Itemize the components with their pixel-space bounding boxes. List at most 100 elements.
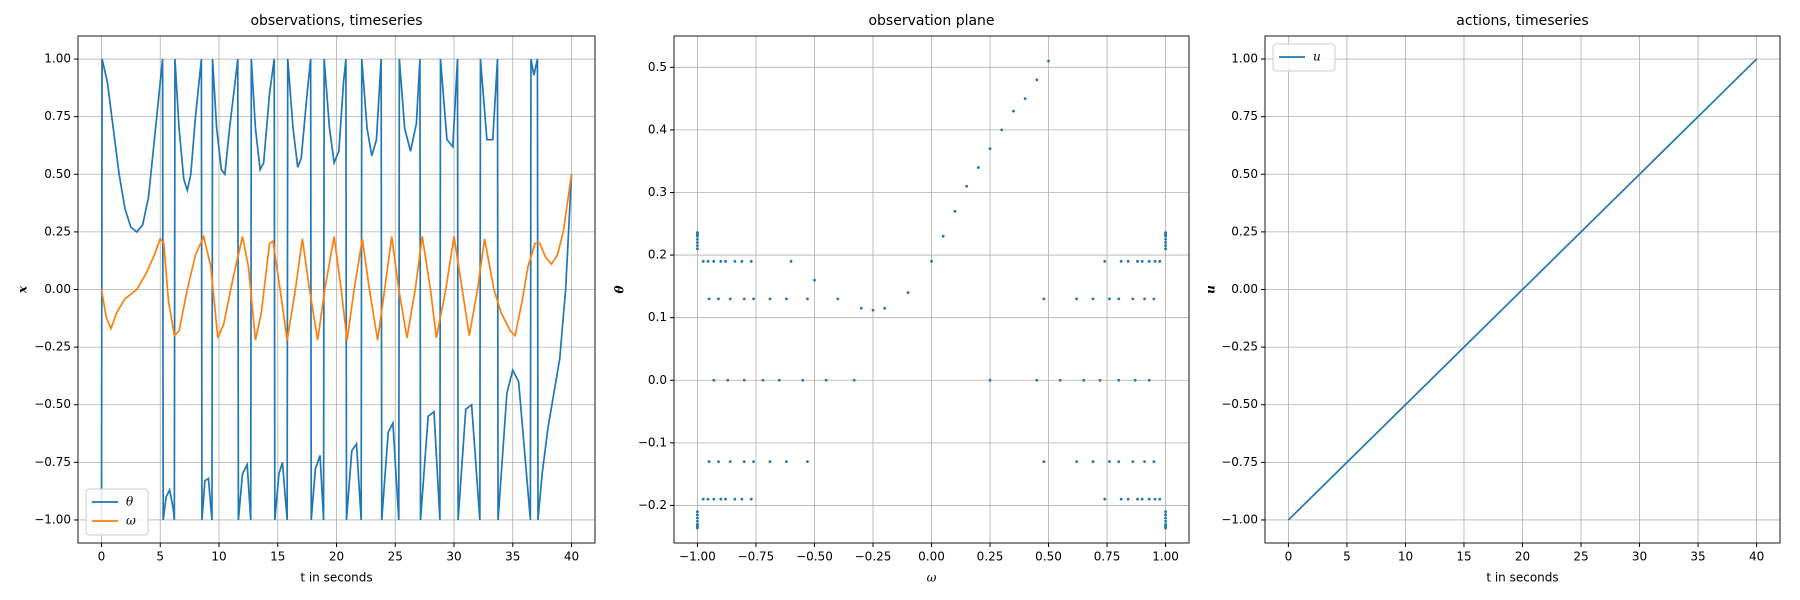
point	[1119, 259, 1123, 263]
point	[801, 378, 805, 382]
y-tick-label: 0.75	[44, 109, 71, 123]
point	[1136, 497, 1139, 501]
panel: actions, timeseries 0 5 10 15 20 25 30 35 40 −1.00…	[1204, 13, 1781, 585]
point	[728, 297, 732, 301]
x-tick-label: −0.25	[855, 550, 892, 564]
point	[1131, 460, 1135, 464]
point	[953, 209, 957, 213]
point	[1075, 297, 1079, 301]
point	[1164, 238, 1167, 241]
y-tick-label: 0.50	[44, 167, 71, 181]
point	[768, 297, 772, 301]
point	[784, 460, 788, 464]
y-tick-label: −0.50	[1221, 397, 1258, 411]
axes-frame	[77, 35, 596, 544]
y-tick-label: 0.25	[44, 224, 71, 238]
point	[1152, 297, 1156, 301]
x-tick-label: 0	[1285, 550, 1293, 564]
x-tick-label: 15	[1456, 550, 1471, 564]
point	[777, 378, 781, 382]
legend-label: ω	[126, 514, 136, 528]
point	[813, 278, 816, 282]
point	[728, 460, 732, 464]
y-axis-label: x	[16, 285, 30, 294]
point	[707, 297, 711, 301]
y-tick-label: 1.00	[44, 52, 71, 66]
point	[1119, 497, 1123, 501]
point	[1117, 378, 1121, 382]
point	[696, 510, 699, 514]
point	[852, 378, 856, 382]
legend-box	[85, 488, 149, 536]
x-tick-label: 10	[1398, 550, 1413, 564]
y-axis-label: u	[1204, 285, 1218, 294]
point	[742, 460, 746, 464]
plot-area	[1287, 58, 1758, 521]
x-tick-label: −1.00	[679, 550, 716, 564]
x-tick-label: 40	[1749, 550, 1764, 564]
point	[761, 378, 765, 382]
point	[1042, 297, 1046, 301]
point	[789, 259, 793, 263]
point	[1164, 231, 1167, 234]
point	[1091, 297, 1095, 301]
point	[1158, 259, 1162, 263]
point	[1131, 297, 1135, 301]
point	[696, 526, 699, 530]
plot-area	[696, 59, 1167, 530]
point	[1126, 497, 1130, 501]
point	[696, 519, 699, 523]
panel: observation plane −1.00 −0.75 −0.50 −0.25 0.0…	[613, 13, 1190, 585]
point	[1140, 259, 1144, 263]
point	[717, 460, 720, 464]
y-tick-label: −1.00	[34, 512, 71, 526]
point	[1164, 516, 1167, 520]
point	[696, 513, 699, 517]
point	[701, 497, 705, 501]
point	[988, 378, 992, 382]
x-tick-label: 10	[211, 550, 226, 564]
x-tick-label: 0.50	[1035, 550, 1062, 564]
point	[726, 378, 730, 382]
x-tick-label: 30	[1632, 550, 1647, 564]
x-tick-label: −0.75	[738, 550, 775, 564]
point	[1164, 241, 1167, 244]
point	[784, 297, 788, 301]
y-tick-label: −0.25	[1221, 340, 1258, 354]
point	[1108, 460, 1111, 464]
point	[1075, 460, 1079, 464]
point	[696, 231, 699, 234]
point	[740, 259, 744, 263]
x-tick-label: 25	[388, 550, 403, 564]
point	[696, 241, 699, 244]
point	[1164, 244, 1167, 248]
x-tick-label: 20	[329, 550, 344, 564]
point	[742, 297, 746, 301]
point	[1023, 97, 1027, 100]
legend-label: u	[1313, 50, 1321, 64]
y-tick-label: 0.3	[648, 185, 667, 199]
point	[976, 166, 980, 169]
y-tick-label: 0.25	[1231, 224, 1258, 238]
x-tick-label: 35	[1690, 550, 1705, 564]
point	[1143, 460, 1146, 464]
panel-title: observations, timeseries	[250, 13, 422, 29]
point	[1153, 497, 1157, 501]
point	[742, 378, 746, 382]
y-tick-label: −0.2	[638, 498, 667, 512]
point	[719, 259, 723, 263]
x-tick-label: 0.75	[1094, 550, 1121, 564]
y-tick-label: −0.50	[34, 397, 71, 411]
point	[749, 497, 753, 501]
point	[724, 497, 727, 501]
point	[1153, 259, 1157, 263]
line	[100, 58, 573, 521]
point	[696, 238, 699, 241]
point	[712, 497, 716, 501]
y-tick-label: −0.25	[34, 340, 71, 354]
point	[1103, 259, 1107, 263]
point	[1108, 297, 1111, 301]
y-tick-label: −1.00	[1221, 512, 1258, 526]
y-tick-label: 1.00	[1231, 52, 1258, 66]
point	[752, 460, 755, 464]
